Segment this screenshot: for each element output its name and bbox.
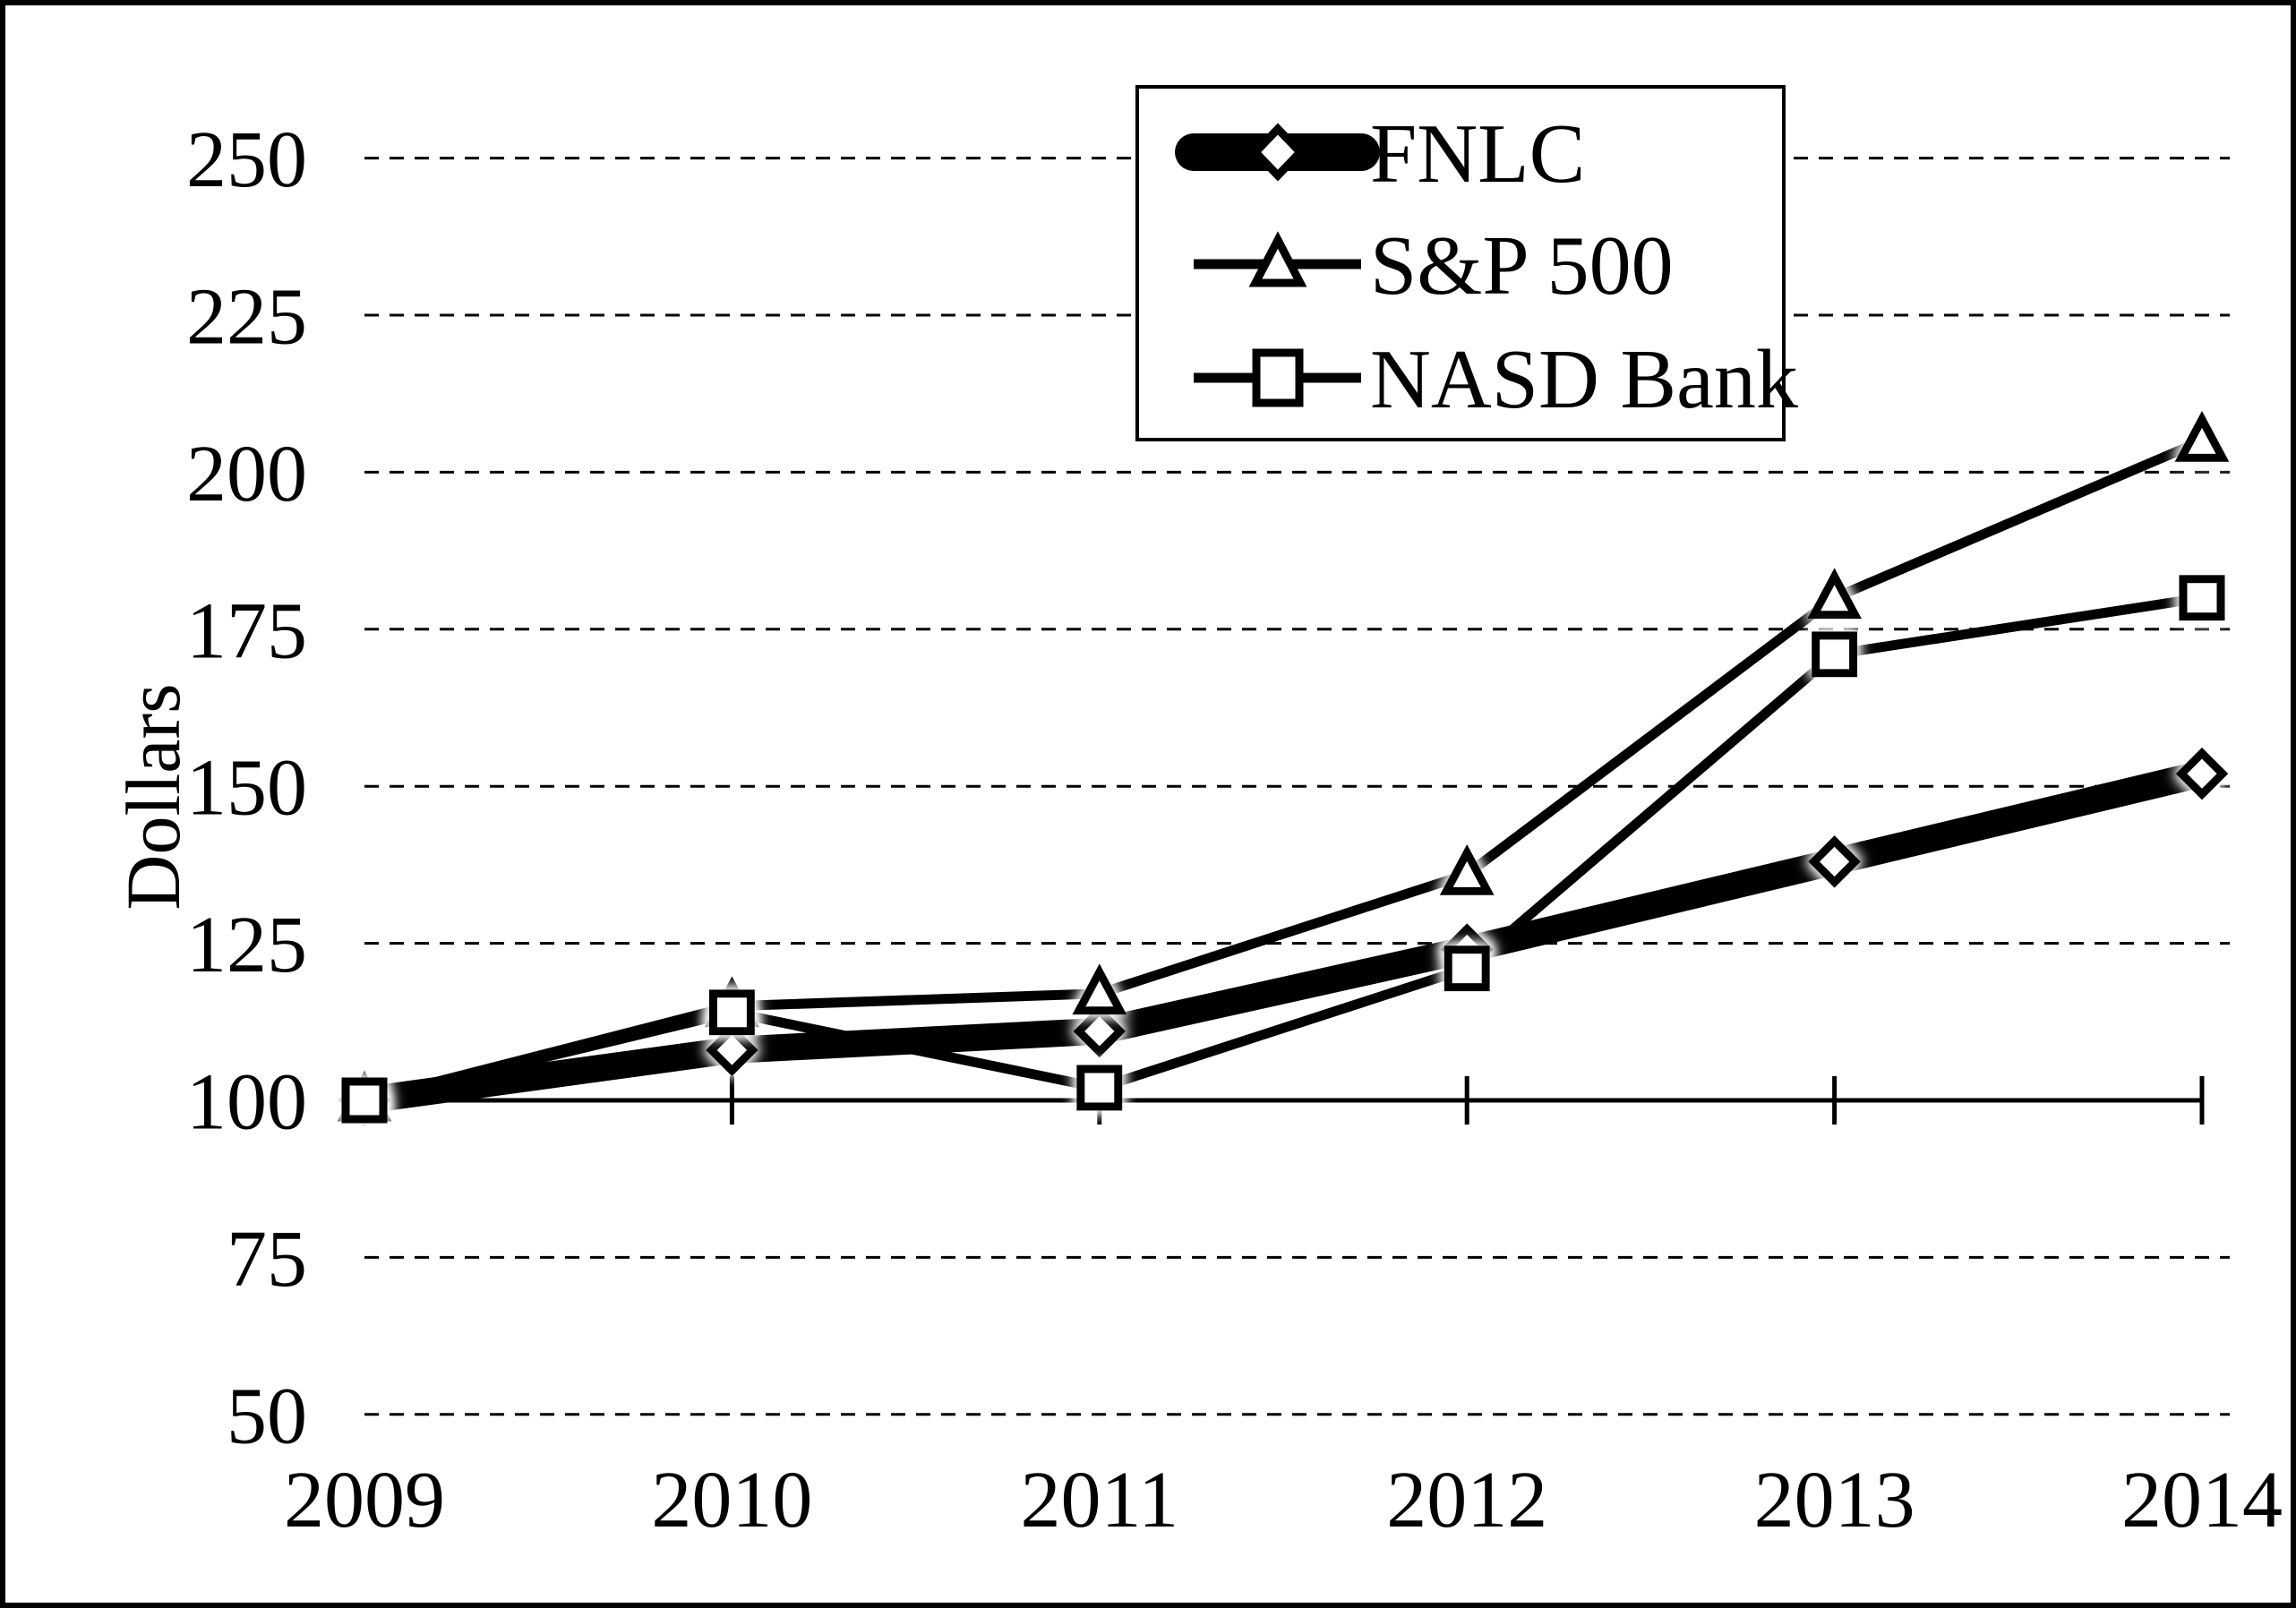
s-p-500-triangle-marker — [1439, 843, 1495, 895]
fnlc-diamond-marker — [706, 1023, 758, 1077]
x-tick-label: 2013 — [1754, 1456, 1915, 1544]
x-tick-label: 2009 — [284, 1456, 445, 1544]
y-tick-label: 50 — [227, 1372, 307, 1460]
x-tick-label: 2014 — [2121, 1456, 2283, 1544]
y-axis-title: Dollars — [110, 683, 196, 910]
legend-item-sp500: S&P 500 — [1194, 219, 1674, 312]
x-tick-label: 2010 — [651, 1456, 812, 1544]
s-p-500-triangle-marker — [1072, 963, 1127, 1015]
markers-s-p-500 — [337, 410, 2230, 1122]
nasd-bank-square-marker — [1812, 631, 1858, 678]
nasd-bank-square-marker — [1444, 945, 1490, 992]
fnlc-diamond-marker — [1073, 1005, 1127, 1058]
legend-item-nasd-bank: NASD Bank — [1194, 333, 1798, 426]
y-tick-label: 125 — [186, 901, 307, 989]
legend-item-fnlc: FNLC — [1175, 107, 1585, 201]
series-line-fnlc — [362, 760, 2206, 1114]
x-tick-label: 2012 — [1386, 1456, 1547, 1544]
series-lines-layer — [362, 436, 2206, 1114]
y-tick-label: 100 — [186, 1058, 307, 1147]
legend-label-nasd-bank: NASD Bank — [1370, 333, 1798, 426]
series-line-nasd-bank — [363, 593, 2203, 1106]
y-tick-label: 225 — [186, 273, 307, 362]
fnlc-diamond-icon — [1249, 123, 1306, 182]
legend-label-sp500: S&P 500 — [1370, 219, 1674, 312]
fnlc-diamond-marker — [2175, 747, 2229, 800]
nasd-bank-square-icon — [1252, 348, 1304, 407]
nasd-bank-square-marker — [1076, 1065, 1123, 1111]
markers-nasd-bank — [341, 575, 2225, 1124]
axis-layer — [362, 1076, 2205, 1125]
x-tick-label: 2011 — [1020, 1456, 1178, 1544]
y-tick-label: 150 — [186, 744, 307, 833]
nasd-bank-square-marker — [341, 1077, 388, 1124]
legend: FNLC S&P 500 NASD Bank — [1135, 85, 1798, 441]
y-tick-label: 175 — [186, 586, 307, 675]
legend-label-fnlc: FNLC — [1370, 107, 1585, 201]
series-markers-layer — [337, 410, 2230, 1127]
y-tick-label: 250 — [186, 115, 307, 204]
s-p-500-triangle-marker — [1807, 568, 1863, 620]
nasd-bank-square-marker — [2179, 575, 2225, 621]
sp500-triangle-icon — [1248, 231, 1307, 287]
y-tick-label: 200 — [186, 430, 307, 518]
y-tick-label: 75 — [227, 1215, 307, 1304]
s-p-500-triangle-marker — [2174, 410, 2230, 462]
nasd-bank-square-marker — [708, 989, 755, 1036]
fnlc-diamond-marker — [1808, 835, 1861, 888]
series-line-s-p-500 — [363, 436, 2205, 1106]
